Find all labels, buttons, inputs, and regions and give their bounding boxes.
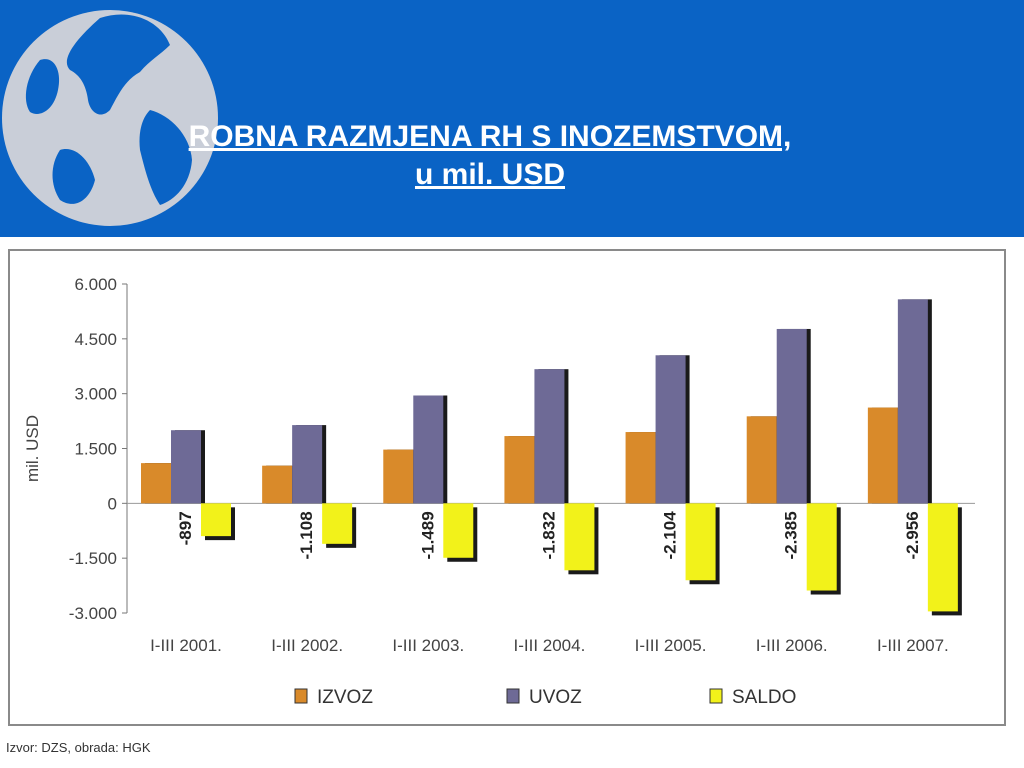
bar-uvoz [413, 395, 444, 504]
y-tick-label: -1.500 [69, 549, 117, 568]
chart-frame: 6.000 4.500 3.000 1.500 0 -1.500 -3.000 mil. US… [8, 249, 1006, 726]
saldo-data-label: -1.832 [539, 511, 558, 559]
y-tick-label: 4.500 [74, 330, 117, 349]
legend-swatch-izvoz [294, 688, 308, 704]
bar-izvoz [383, 449, 414, 504]
saldo-data-label: -1.489 [418, 511, 437, 559]
title-line-2: u mil. USD [414, 158, 565, 191]
bar-uvoz [655, 355, 686, 504]
bar-saldo [201, 503, 231, 537]
x-tick-label: I-III 2005. [635, 636, 707, 655]
y-axis-label: mil. USD [23, 415, 42, 482]
bar-uvoz [897, 299, 928, 504]
title-line-1: ROBNA RAZMJENA RH S INOZEMSTVOM, [188, 120, 792, 153]
saldo-data-label: -2.104 [661, 511, 680, 560]
bar-izvoz [141, 463, 171, 504]
y-tick-label: 3.000 [74, 385, 117, 404]
y-tick-label: 6.000 [74, 275, 117, 294]
bar-izvoz [625, 432, 656, 504]
bar-izvoz [262, 465, 293, 504]
bar-saldo [806, 503, 837, 591]
saldo-data-label: -2.385 [782, 511, 801, 559]
bar-chart: 6.000 4.500 3.000 1.500 0 -1.500 -3.000 mil. US… [23, 275, 975, 708]
bar-uvoz [534, 369, 565, 504]
bar-saldo [927, 503, 958, 612]
bar-izvoz [504, 436, 535, 504]
bar-saldo [443, 503, 474, 558]
saldo-data-label: -1.108 [297, 511, 316, 559]
bar-uvoz [292, 425, 323, 504]
legend-label-izvoz: IZVOZ [317, 687, 373, 708]
bar-izvoz [746, 416, 777, 504]
legend-label-saldo: SALDO [732, 687, 796, 708]
y-tick-label: 1.500 [74, 440, 117, 459]
header-divider [0, 237, 1024, 243]
bar-saldo [685, 503, 716, 581]
bar-uvoz [776, 328, 807, 504]
x-tick-label: I-III 2006. [756, 636, 828, 655]
legend-swatch-uvoz [506, 688, 520, 704]
bar-izvoz [867, 407, 898, 504]
bar-uvoz [171, 430, 201, 504]
saldo-data-label: -2.956 [903, 511, 922, 559]
bar-saldo [322, 503, 353, 544]
legend-label-uvoz: UVOZ [529, 687, 582, 708]
slide-title: ROBNA RAZMJENA RH S INOZEMSTVOM, u mil. … [140, 118, 840, 194]
x-tick-label: I-III 2007. [877, 636, 949, 655]
x-tick-label: I-III 2002. [271, 636, 343, 655]
bar-saldo [564, 503, 595, 571]
y-tick-label: -3.000 [69, 604, 117, 623]
y-tick-label: 0 [108, 494, 117, 513]
slide-header: ROBNA RAZMJENA RH S INOZEMSTVOM, u mil. … [0, 0, 1024, 237]
globe-icon [2, 10, 218, 226]
x-tick-label: I-III 2004. [514, 636, 586, 655]
saldo-data-label: -897 [176, 511, 195, 545]
x-tick-label: I-III 2001. [150, 636, 222, 655]
source-note: Izvor: DZS, obrada: HGK [6, 740, 151, 755]
legend-swatch-saldo [709, 688, 723, 704]
x-tick-label: I-III 2003. [392, 636, 464, 655]
